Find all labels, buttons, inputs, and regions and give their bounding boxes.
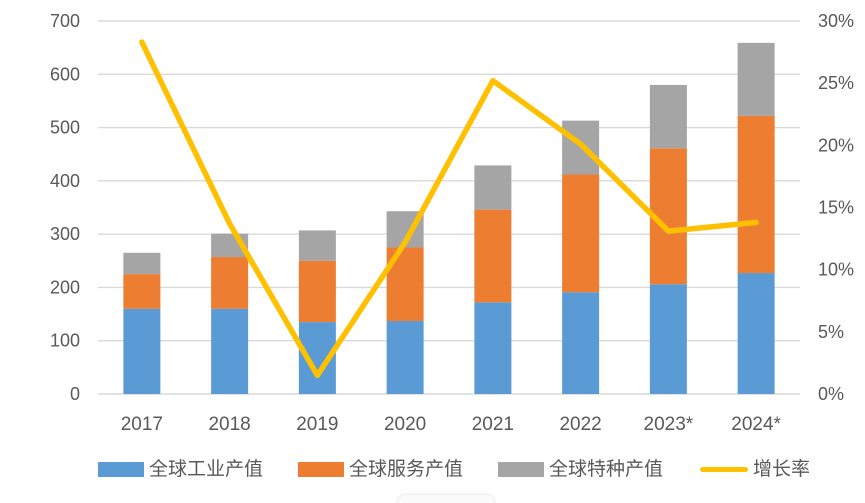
right-axis-tick-label: 10% [818, 260, 854, 280]
bar-segment [123, 308, 161, 394]
left-axis-tick-label: 400 [50, 171, 80, 191]
x-axis-category-label: 2021 [472, 414, 514, 435]
right-axis-tick-label: 20% [818, 135, 854, 155]
left-axis-tick-label: 500 [50, 118, 80, 138]
right-axis-tick-label: 25% [818, 73, 854, 93]
right-axis-tick-label: 0% [818, 384, 844, 404]
left-axis-tick-label: 200 [50, 277, 80, 297]
bar-segment [737, 273, 775, 394]
x-axis-category-label: 2020 [384, 414, 426, 435]
growth-rate-line [139, 39, 759, 379]
x-axis-category-label: 2023* [644, 414, 694, 435]
right-axis-tick-label: 15% [818, 198, 854, 218]
bar-segment [123, 274, 161, 309]
bar-segment [123, 252, 161, 275]
right-axis-tick-label: 5% [818, 322, 844, 342]
bar-segment [211, 308, 249, 394]
bar-segment [737, 115, 775, 274]
right-axis-tick-label: 30% [818, 11, 854, 31]
bar-segment [737, 42, 775, 116]
bar-segment [562, 174, 600, 293]
bar-segment [649, 84, 687, 149]
x-axis-category-label: 2022 [559, 414, 601, 435]
left-axis-tick-label: 600 [50, 64, 80, 84]
bar-segment [562, 292, 600, 394]
left-axis-tick-label: 100 [50, 331, 80, 351]
bar-segment [211, 257, 249, 309]
x-axis-category-label: 2019 [296, 414, 338, 435]
left-axis-tick-label: 0 [70, 384, 80, 404]
left-axis-tick-label: 300 [50, 224, 80, 244]
bar-segment [298, 260, 336, 323]
bar-segment [386, 320, 424, 394]
bar-segment [649, 284, 687, 394]
left-axis-tick-label: 700 [50, 11, 80, 31]
x-axis-category-label: 2017 [121, 414, 163, 435]
x-axis-category-label: 2024* [731, 414, 781, 435]
bar-segment [474, 302, 512, 394]
bar-segment [474, 209, 512, 303]
x-axis-category-label: 2018 [208, 414, 250, 435]
bar-segment [298, 230, 336, 261]
cutoff-element-bottom [398, 495, 494, 503]
bar-segment [474, 165, 512, 210]
